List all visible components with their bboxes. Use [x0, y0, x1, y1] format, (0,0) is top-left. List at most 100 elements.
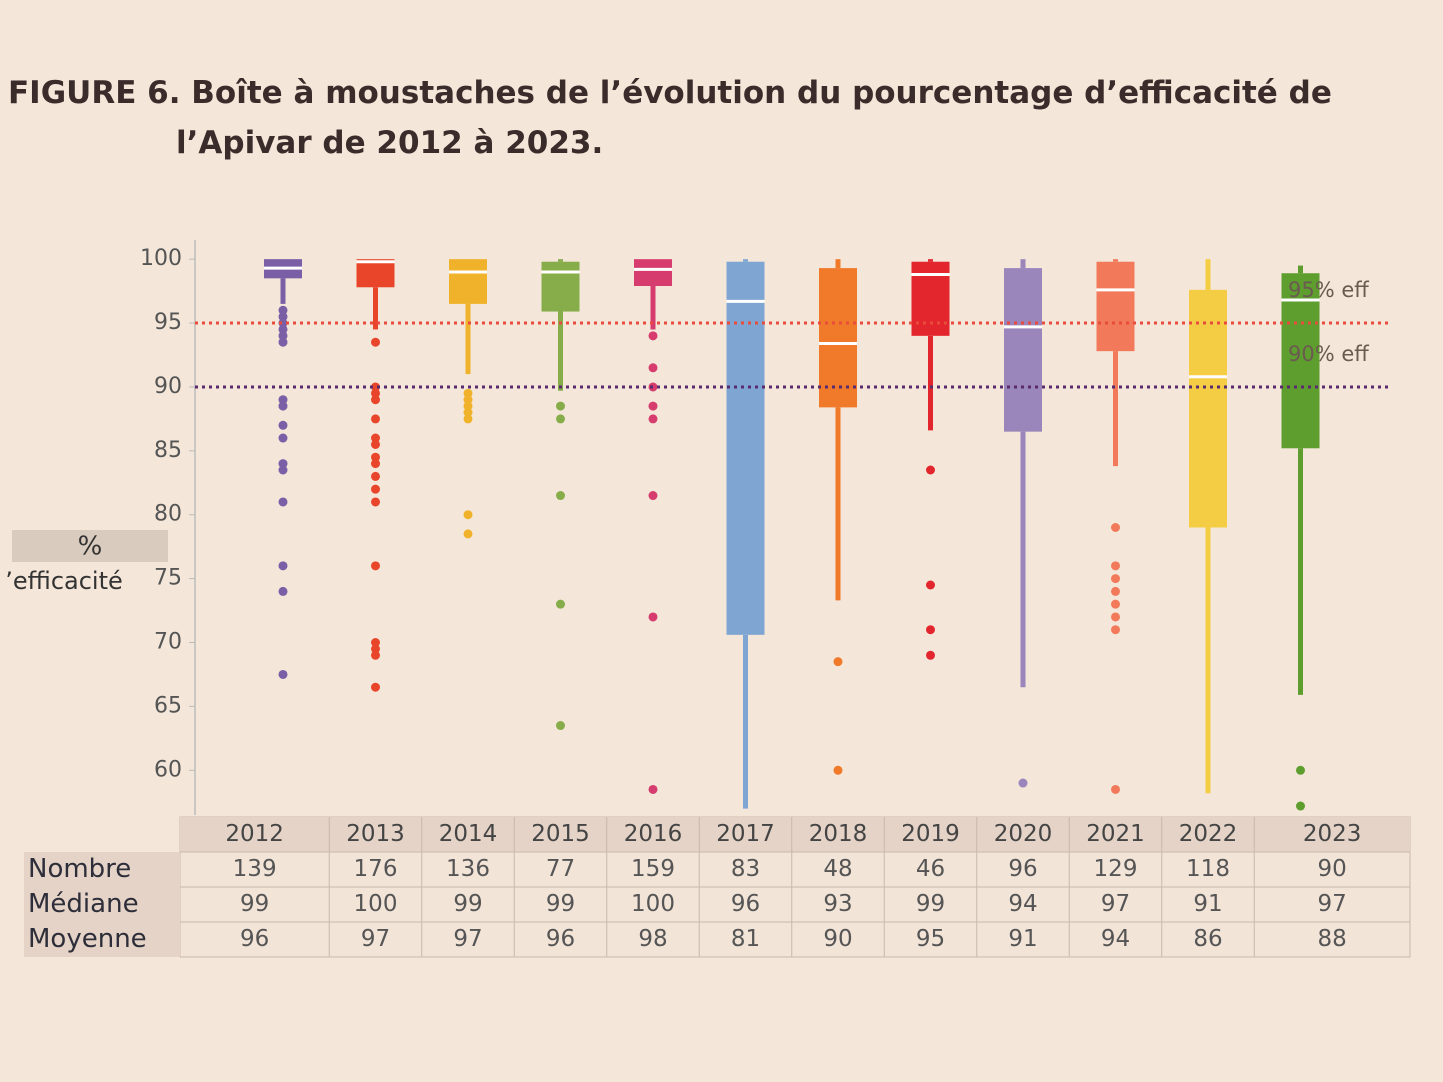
- table-header: 2018: [809, 821, 868, 847]
- table-cell: 96: [731, 891, 760, 917]
- outlier: [463, 408, 473, 417]
- outlier: [278, 324, 288, 334]
- table-cell: 90: [823, 926, 852, 952]
- outlier: [278, 312, 288, 322]
- outlier: [1111, 561, 1120, 571]
- table-cell: 97: [361, 926, 390, 952]
- box: [819, 268, 857, 408]
- y-tick-label: 85: [154, 438, 182, 463]
- table-cell: 91: [1008, 926, 1037, 952]
- table-cell: 99: [916, 891, 945, 917]
- outlier: [371, 452, 380, 462]
- table-header: 2019: [901, 821, 960, 847]
- outlier: [278, 459, 288, 469]
- outlier: [463, 401, 473, 411]
- table-cell: 91: [1193, 891, 1222, 917]
- table-cell: 99: [546, 891, 575, 917]
- outlier: [648, 612, 658, 622]
- outlier: [371, 439, 380, 449]
- outlier: [278, 433, 288, 443]
- outlier: [648, 401, 658, 411]
- outlier: [278, 669, 288, 679]
- outlier: [278, 561, 288, 571]
- table-cell: 97: [1317, 891, 1346, 917]
- table-header: 2017: [716, 821, 775, 847]
- outlier: [463, 395, 473, 405]
- outlier: [371, 497, 380, 507]
- outlier: [278, 305, 288, 315]
- table-cell: 94: [1101, 926, 1130, 952]
- box: [911, 261, 950, 336]
- box: [726, 261, 765, 635]
- outlier: [1111, 586, 1120, 596]
- outlier: [556, 721, 565, 731]
- y-axis-label: %: [78, 532, 103, 562]
- ylabel-band: [12, 530, 168, 562]
- outlier: [556, 414, 565, 424]
- table-header-bg: [180, 817, 1410, 852]
- box: [1096, 261, 1135, 352]
- outlier: [371, 395, 380, 405]
- box: [541, 261, 580, 312]
- table-header: 2016: [624, 821, 683, 847]
- y-axis-label: ’efficacité: [5, 567, 123, 595]
- box: [1004, 268, 1042, 432]
- box: [1281, 273, 1320, 449]
- outlier: [926, 580, 935, 590]
- y-tick-label: 80: [154, 502, 182, 527]
- box: [634, 259, 672, 286]
- table-cell: 96: [240, 926, 269, 952]
- outlier: [648, 414, 658, 424]
- row-label: Nombre: [28, 854, 131, 884]
- box: [1189, 289, 1227, 528]
- table-cell: 90: [1317, 856, 1346, 882]
- outlier: [371, 682, 380, 692]
- outlier: [648, 491, 658, 501]
- y-tick-label: 95: [154, 310, 182, 335]
- table-cell: 46: [916, 856, 945, 882]
- table-cell: 94: [1008, 891, 1037, 917]
- table-cell: 96: [546, 926, 575, 952]
- table-cell: 81: [731, 926, 760, 952]
- outlier: [1296, 765, 1305, 775]
- table-cell: 99: [453, 891, 482, 917]
- outlier: [463, 388, 473, 398]
- outlier: [371, 414, 380, 424]
- y-tick-label: 60: [154, 757, 182, 782]
- table-cell: 97: [453, 926, 482, 952]
- outlier: [1296, 801, 1305, 811]
- table-cell: 139: [233, 856, 277, 882]
- outlier: [371, 459, 380, 469]
- table-header: 2012: [225, 821, 284, 847]
- table-cell: 96: [1008, 856, 1037, 882]
- outlier: [556, 491, 565, 501]
- reference-label: 95% eff: [1288, 278, 1369, 302]
- outlier: [463, 510, 473, 520]
- outlier: [926, 465, 935, 475]
- table-header: 2020: [994, 821, 1053, 847]
- table-cell: 129: [1094, 856, 1138, 882]
- outlier: [278, 401, 288, 411]
- row-label-bg: [24, 922, 180, 957]
- outlier: [371, 644, 380, 654]
- table-cell: 97: [1101, 891, 1130, 917]
- table-cell: 100: [631, 891, 675, 917]
- row-label-bg: [24, 852, 180, 887]
- outlier: [371, 471, 380, 481]
- outlier: [556, 401, 565, 411]
- outlier: [278, 331, 288, 341]
- outlier: [278, 337, 288, 347]
- outlier: [371, 650, 380, 660]
- table-cell: 98: [638, 926, 667, 952]
- outlier: [926, 625, 935, 635]
- outlier: [278, 318, 288, 328]
- table-cell: 99: [240, 891, 269, 917]
- outlier: [1111, 574, 1120, 584]
- outlier: [278, 420, 288, 430]
- table-cell: 159: [631, 856, 675, 882]
- row-label-bg: [24, 887, 180, 922]
- table-cell: 136: [446, 856, 490, 882]
- table-cell: 88: [1317, 926, 1346, 952]
- outlier: [278, 497, 288, 507]
- table-header: 2014: [439, 821, 498, 847]
